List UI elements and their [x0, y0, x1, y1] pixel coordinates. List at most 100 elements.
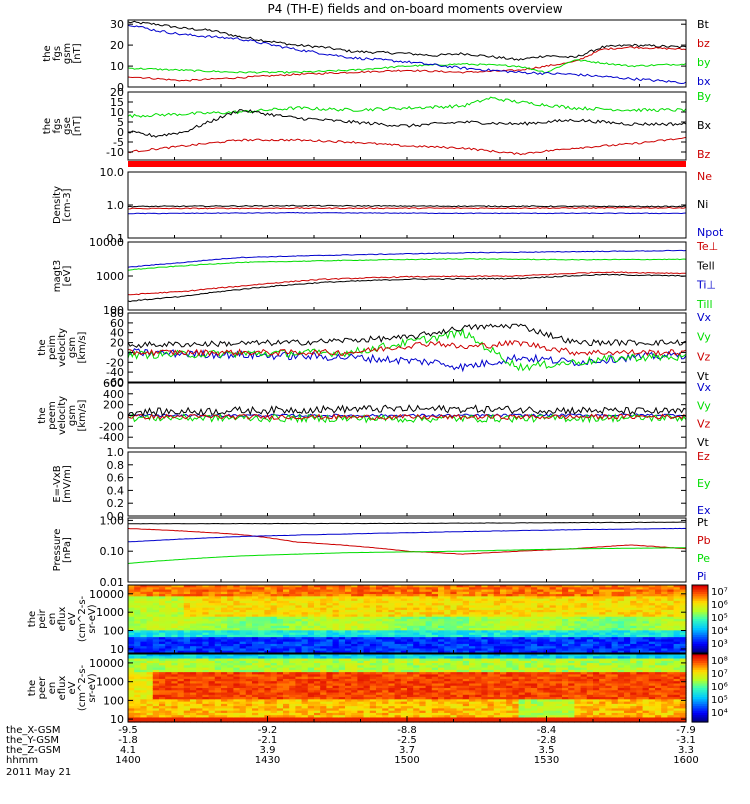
series-line-bz: [128, 47, 686, 81]
ytick-label: 0.2: [107, 497, 125, 510]
ytick-label: 10: [110, 643, 124, 656]
legend-entry-bt: Bt: [697, 18, 710, 31]
ytick-label: 0.4: [107, 484, 125, 497]
legend-entry-tell: Tell: [696, 259, 715, 272]
series-lines-density: [128, 205, 686, 214]
panel-frame: [128, 518, 686, 582]
series-line-pe: [128, 548, 686, 564]
legend-entry-pt: Pt: [697, 516, 709, 529]
panel-frame: [128, 452, 686, 516]
legend-entry-vy: Vy: [697, 331, 711, 344]
ylabel-density: Density[cm-3]: [52, 186, 73, 224]
legend-entry-bz: bz: [697, 37, 710, 50]
series-line-pi: [128, 528, 686, 541]
series-line-bt: [128, 21, 686, 60]
legend-entry-bz: Bz: [697, 148, 711, 161]
series-line-by: [128, 97, 686, 117]
ytick-label: 1.0: [107, 199, 125, 212]
ylabel-line: [mV/m]: [62, 465, 73, 503]
ytick-label: 600: [103, 377, 124, 390]
legend-entry-ey: Ey: [697, 477, 711, 490]
series-lines-pressure: [128, 522, 686, 564]
series-line-bz: [128, 137, 686, 154]
series-lines-temperature: [128, 250, 686, 301]
ytick-label: 1000: [96, 606, 124, 619]
series-line-by: [128, 60, 686, 74]
legend-entry-bx: bx: [697, 75, 711, 88]
legend-entry-npot: Npot: [697, 226, 724, 239]
yticks-efield: 0.00.20.40.60.81.0: [107, 446, 687, 523]
legend-entry-vy: Vy: [697, 399, 711, 412]
legend-entry-vx: Vx: [697, 311, 712, 324]
ytick-label: 10.0: [100, 166, 125, 179]
ytick-label: 20: [110, 86, 124, 99]
series-line-npot: [128, 213, 686, 214]
legend-entry-pe: Pe: [697, 552, 710, 565]
heatmap-cells-peer-eflux: [128, 654, 687, 723]
ylabel-line: [nT]: [72, 116, 83, 136]
colorbar-label: 10⁴: [711, 626, 728, 637]
series-line-vy: [128, 329, 686, 370]
colorbar-label: 10⁵: [711, 613, 728, 624]
series-line-pt: [128, 522, 686, 524]
ylabel-line: [eV]: [62, 266, 73, 287]
series-lines-peem-velocity: [128, 405, 686, 422]
ytick-label: 10000: [89, 588, 124, 601]
ylabel-line: [km/s]: [77, 399, 88, 431]
series-line-ni: [128, 205, 686, 207]
legend-entry-ti⊥: Ti⊥: [696, 279, 716, 292]
panel-frame: [128, 172, 686, 238]
series-lines-fgs-total: [128, 21, 686, 83]
ytick-label: 1000: [96, 270, 124, 283]
legend-entry-till: Till: [696, 298, 713, 311]
ytick-label: 80: [110, 307, 124, 320]
ytick-label: 0.10: [100, 545, 125, 558]
legend-entry-ne: Ne: [697, 170, 712, 183]
legend-entry-vz: Vz: [697, 418, 711, 431]
ylabel-pressure: Pressure[nPa]: [52, 529, 73, 572]
ylabel-line: [km/s]: [77, 331, 88, 363]
ytick-label: 0.8: [107, 459, 125, 472]
legend-entry-ez: Ez: [697, 450, 710, 463]
series-line-tell: [128, 274, 686, 301]
ytick-label: 30: [110, 18, 124, 31]
series-lines-peim-velocity: [128, 324, 686, 371]
ylabel-line: [nPa]: [62, 537, 73, 563]
series-line-ne: [128, 207, 686, 209]
colorbar-label: 10⁷: [711, 587, 728, 598]
heatmap-cells-peir-eflux: [128, 585, 687, 654]
series-line-bx: [128, 25, 686, 83]
ytick-label: 1.00: [100, 514, 125, 527]
ylabel-temperature: magt3[eV]: [52, 260, 73, 293]
series-line-bx: [128, 110, 686, 138]
ylabel-line: [nT]: [72, 43, 83, 63]
ytick-label: 10: [110, 60, 124, 73]
ylabel-efield: E=-VxB[mV/m]: [52, 465, 73, 503]
series-line-te⊥: [128, 272, 686, 295]
series-line-vt: [128, 324, 686, 347]
colorbar-label: 10³: [711, 639, 728, 650]
panel-frame: [128, 92, 686, 160]
legend-entry-bx: Bx: [697, 119, 712, 132]
chart-title: P4 (TH-E) fields and on-board moments ov…: [267, 2, 562, 16]
